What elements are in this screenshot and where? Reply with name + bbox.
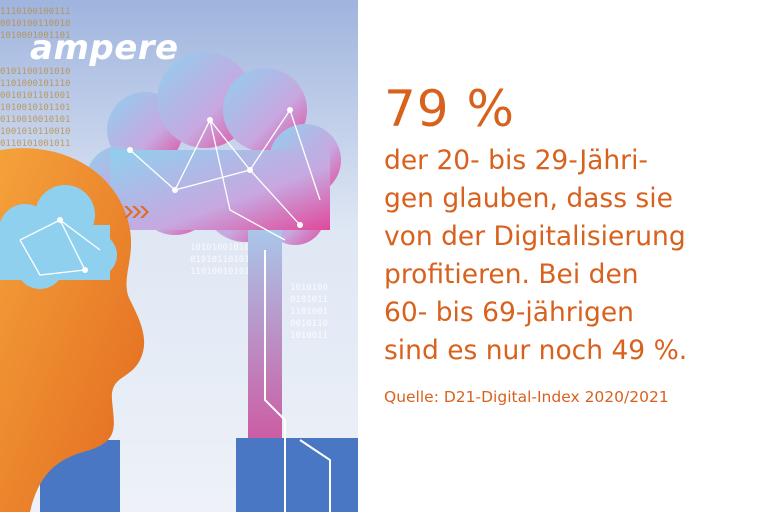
- cloud-small: [0, 185, 117, 289]
- source-citation: Quelle: D21-Digital-Index 2020/2021: [384, 388, 669, 406]
- illustration: 1110100100111 0010100110010 101000100110…: [0, 0, 358, 512]
- body-text: der 20- bis 29-Jähri- gen glauben, dass …: [384, 142, 756, 370]
- network-nodes: [57, 107, 303, 273]
- svg-text:1010010101101: 1010010101101: [0, 103, 70, 113]
- svg-text:0110010010101: 0110010010101: [0, 115, 70, 125]
- body-line: gen glauben, dass sie: [384, 183, 673, 214]
- svg-text:0101011: 0101011: [290, 295, 328, 305]
- svg-text:0101100101010: 0101100101010: [0, 67, 70, 77]
- binary-texture: 1110100100111 0010100110010 101000100110…: [0, 7, 70, 149]
- body-line: sind es nur noch 49 %.: [384, 335, 688, 366]
- svg-text:11010010101101: 11010010101101: [190, 267, 266, 277]
- svg-text:0010100110010: 0010100110010: [0, 19, 70, 29]
- body-line: profitieren. Bei den: [384, 259, 639, 290]
- svg-text:1001010110010: 1001010110010: [0, 127, 70, 137]
- svg-text:1010100: 1010100: [290, 283, 328, 293]
- svg-text:01010110101010: 01010110101010: [190, 255, 266, 265]
- head-cloud-illustration: 1110100100111 0010100110010 101000100110…: [0, 0, 358, 512]
- blue-block: [236, 438, 358, 512]
- text-panel: 79 % der 20- bis 29-Jähri- gen glauben, …: [384, 80, 756, 406]
- headline-percentage: 79 %: [384, 80, 516, 138]
- svg-text:0010110: 0010110: [290, 319, 328, 329]
- body-line: 60- bis 69-jährigen: [384, 297, 634, 328]
- svg-text:1101001: 1101001: [290, 307, 328, 317]
- ampere-logo: ampere: [30, 28, 179, 68]
- svg-text:0110101001011: 0110101001011: [0, 139, 70, 149]
- svg-text:1010001001101: 1010001001101: [0, 31, 70, 41]
- body-line: von der Digitalisierung: [384, 221, 686, 252]
- svg-text:1101000101110: 1101000101110: [0, 79, 70, 89]
- svg-text:1110100100111: 1110100100111: [0, 7, 70, 17]
- chevron-arrows-icon: [124, 206, 149, 218]
- svg-text:1010011: 1010011: [290, 331, 328, 341]
- body-line: der 20- bis 29-Jähri-: [384, 145, 648, 176]
- svg-text:10101001010010: 10101001010010: [190, 243, 266, 253]
- svg-text:0010101101001: 0010101101001: [0, 91, 70, 101]
